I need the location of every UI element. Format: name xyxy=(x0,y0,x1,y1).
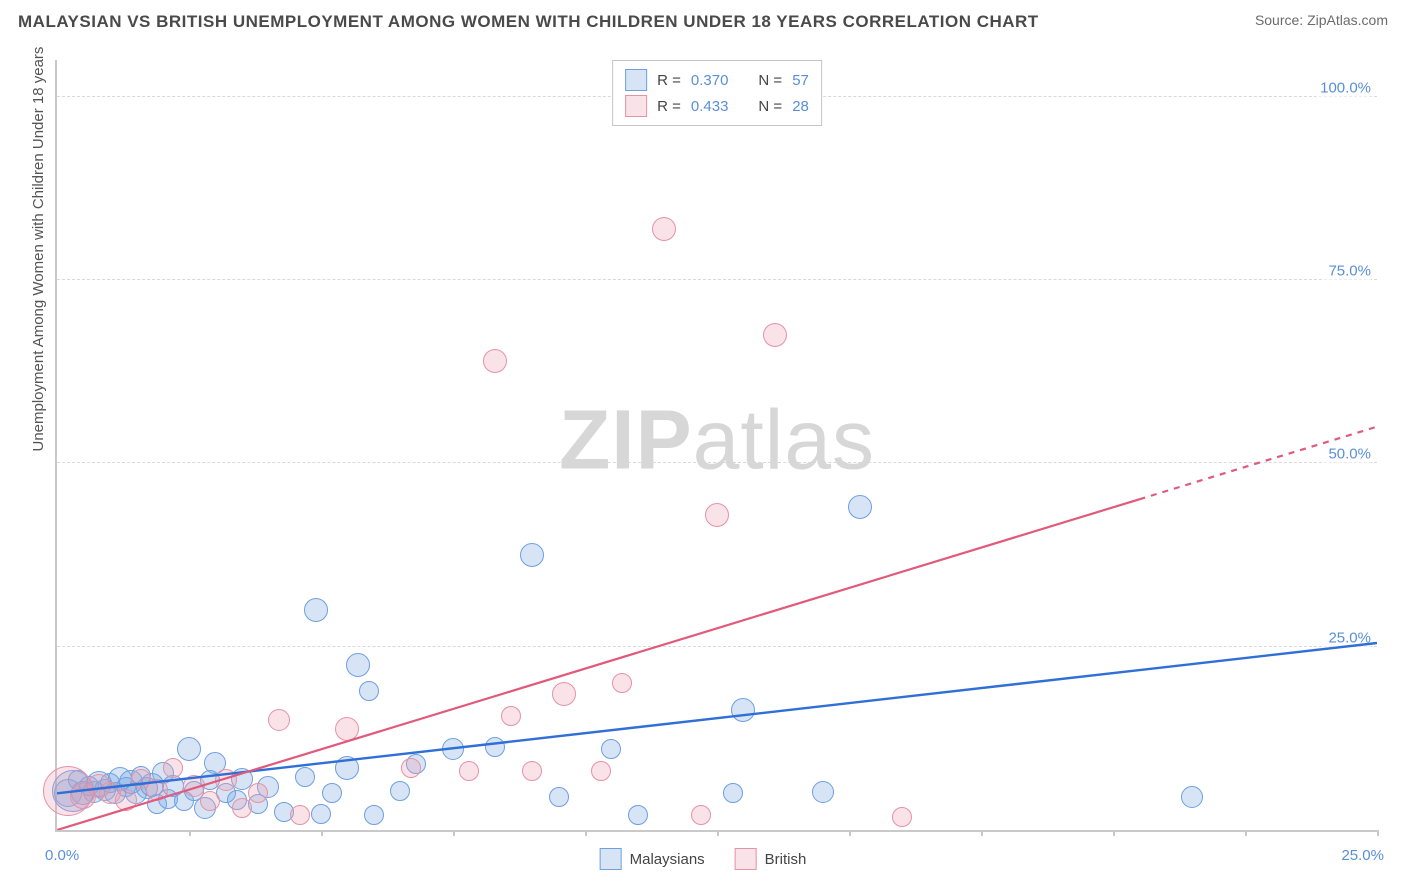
r-label: R = xyxy=(657,72,681,89)
x-tick-mark xyxy=(585,830,587,836)
bubble-british xyxy=(115,789,137,811)
watermark-light: atlas xyxy=(693,393,875,487)
y-tick-label: 100.0% xyxy=(1316,79,1371,96)
bubble-malaysians xyxy=(812,781,834,803)
source-label: Source: ZipAtlas.com xyxy=(1255,12,1388,28)
bubble-british xyxy=(763,323,787,347)
bubble-british xyxy=(215,769,237,791)
bubble-british xyxy=(401,758,421,778)
x-tick-mark xyxy=(981,830,983,836)
bubble-british xyxy=(522,761,542,781)
bubble-british xyxy=(612,673,632,693)
bubble-british xyxy=(290,805,310,825)
swatch-malaysians xyxy=(600,848,622,870)
x-tick-mark xyxy=(1245,830,1247,836)
r-label: R = xyxy=(657,98,681,115)
bubble-malaysians xyxy=(442,738,464,760)
bubble-british xyxy=(232,798,252,818)
x-tick-mark xyxy=(717,830,719,836)
x-tick-mark xyxy=(849,830,851,836)
bubble-british xyxy=(652,217,676,241)
bubble-british xyxy=(892,807,912,827)
bubble-malaysians xyxy=(335,756,359,780)
bubble-malaysians xyxy=(731,698,755,722)
swatch-british xyxy=(625,95,647,117)
bubble-malaysians xyxy=(364,805,384,825)
legend-label-british: British xyxy=(765,851,807,868)
bubble-malaysians xyxy=(628,805,648,825)
bubble-british xyxy=(552,682,576,706)
legend-label-malaysians: Malaysians xyxy=(630,851,705,868)
bubble-malaysians xyxy=(177,737,201,761)
stats-row-british: R = 0.433 N = 28 xyxy=(625,93,809,119)
gridline-h xyxy=(57,279,1377,280)
n-value-malaysians: 57 xyxy=(792,72,809,89)
bubble-british xyxy=(691,805,711,825)
bubble-malaysians xyxy=(549,787,569,807)
chart-title: MALAYSIAN VS BRITISH UNEMPLOYMENT AMONG … xyxy=(18,12,1039,32)
bubble-malaysians xyxy=(359,681,379,701)
bubble-malaysians xyxy=(520,543,544,567)
bubble-british xyxy=(591,761,611,781)
bubble-malaysians xyxy=(322,783,342,803)
trend-layer xyxy=(57,60,1377,830)
y-tick-label: 50.0% xyxy=(1324,446,1371,463)
y-tick-label: 25.0% xyxy=(1324,629,1371,646)
r-value-british: 0.433 xyxy=(691,98,729,115)
bubble-british xyxy=(146,779,168,801)
bubble-malaysians xyxy=(390,781,410,801)
swatch-malaysians xyxy=(625,69,647,91)
bubble-malaysians xyxy=(1181,786,1203,808)
bubble-british xyxy=(248,783,268,803)
bubble-british xyxy=(483,349,507,373)
chart-header: MALAYSIAN VS BRITISH UNEMPLOYMENT AMONG … xyxy=(18,12,1388,32)
bubble-british xyxy=(335,717,359,741)
stats-legend: R = 0.370 N = 57 R = 0.433 N = 28 xyxy=(612,60,822,126)
x-tick-mark xyxy=(321,830,323,836)
x-tick-mark xyxy=(453,830,455,836)
bubble-british xyxy=(459,761,479,781)
gridline-h xyxy=(57,462,1377,463)
bubble-british xyxy=(268,709,290,731)
bubble-malaysians xyxy=(295,767,315,787)
n-label: N = xyxy=(758,98,782,115)
x-tick-mark xyxy=(1377,830,1379,836)
bubble-malaysians xyxy=(848,495,872,519)
bubble-malaysians xyxy=(311,804,331,824)
x-tick-mark xyxy=(189,830,191,836)
bubble-malaysians xyxy=(723,783,743,803)
bubble-british xyxy=(200,791,220,811)
bubble-malaysians xyxy=(346,653,370,677)
x-axis-origin-label: 0.0% xyxy=(45,847,79,864)
bubble-british xyxy=(163,758,183,778)
bubble-malaysians xyxy=(485,737,505,757)
bubble-british xyxy=(501,706,521,726)
stats-row-malaysians: R = 0.370 N = 57 xyxy=(625,67,809,93)
swatch-british xyxy=(735,848,757,870)
watermark-bold: ZIP xyxy=(559,393,693,487)
watermark: ZIPatlas xyxy=(559,392,875,489)
bubble-british xyxy=(705,503,729,527)
bubble-malaysians xyxy=(601,739,621,759)
x-tick-mark xyxy=(1113,830,1115,836)
r-value-malaysians: 0.370 xyxy=(691,72,729,89)
trendline-malaysians xyxy=(57,643,1377,793)
gridline-h xyxy=(57,646,1377,647)
bubble-malaysians xyxy=(304,598,328,622)
series-legend: Malaysians British xyxy=(600,848,807,870)
legend-item-malaysians: Malaysians xyxy=(600,848,705,870)
plot-area: ZIPatlas R = 0.370 N = 57 R = 0.433 N = … xyxy=(55,60,1377,832)
n-label: N = xyxy=(758,72,782,89)
x-axis-max-label: 25.0% xyxy=(1341,847,1384,864)
y-axis-title: Unemployment Among Women with Children U… xyxy=(30,47,47,452)
y-tick-label: 75.0% xyxy=(1324,263,1371,280)
n-value-british: 28 xyxy=(792,98,809,115)
legend-item-british: British xyxy=(735,848,807,870)
